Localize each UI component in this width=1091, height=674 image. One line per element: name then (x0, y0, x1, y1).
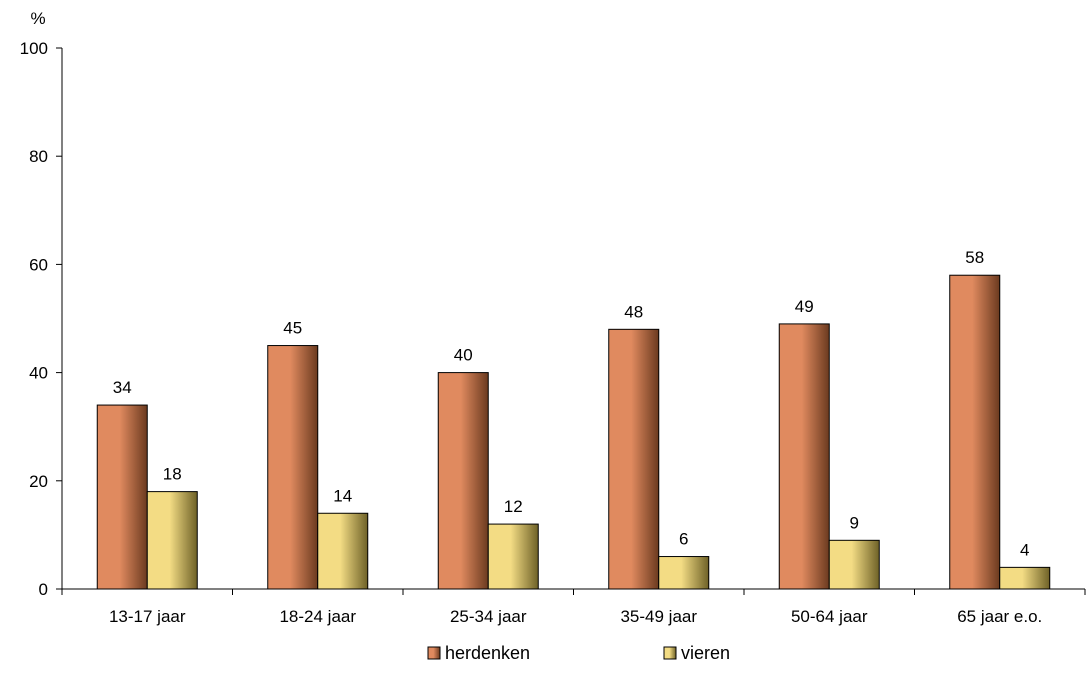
data-label: 12 (504, 497, 523, 516)
data-label: 4 (1020, 540, 1029, 559)
y-unit-label: % (30, 9, 45, 28)
legend-swatch-herdenken (427, 646, 441, 660)
category-label: 25-34 jaar (450, 607, 527, 626)
bar-herdenken (778, 323, 830, 590)
legend-swatch-vieren (663, 646, 677, 660)
data-label: 34 (113, 378, 132, 397)
category-label: 18-24 jaar (279, 607, 356, 626)
category-label: 65 jaar e.o. (957, 607, 1042, 626)
y-tick-label: 100 (20, 39, 48, 58)
data-label: 49 (795, 297, 814, 316)
data-label: 40 (454, 346, 473, 365)
bar-vieren (828, 539, 880, 590)
bar-herdenken (949, 274, 1001, 590)
bar-herdenken (267, 345, 319, 590)
bar-vieren (999, 566, 1051, 590)
data-label: 6 (679, 530, 688, 549)
bar-vieren (317, 512, 369, 590)
data-label: 58 (965, 248, 984, 267)
category-label: 13-17 jaar (109, 607, 186, 626)
data-label: 48 (624, 302, 643, 321)
category-label: 35-49 jaar (620, 607, 697, 626)
y-tick-label: 20 (29, 472, 48, 491)
data-label: 9 (850, 513, 859, 532)
y-tick-label: 0 (39, 580, 48, 599)
data-label: 14 (333, 486, 352, 505)
data-label: 45 (283, 319, 302, 338)
legend-label-vieren: vieren (681, 643, 730, 663)
legend-label-herdenken: herdenken (445, 643, 530, 663)
y-tick-label: 40 (29, 364, 48, 383)
bar-vieren (487, 523, 539, 590)
bar-herdenken (96, 404, 148, 590)
bar-vieren (146, 491, 198, 590)
category-label: 50-64 jaar (791, 607, 868, 626)
y-tick-label: 80 (29, 147, 48, 166)
data-label: 18 (163, 465, 182, 484)
bar-herdenken (608, 328, 660, 590)
bar-herdenken (437, 372, 489, 590)
y-tick-label: 60 (29, 255, 48, 274)
bar-vieren (658, 556, 710, 590)
